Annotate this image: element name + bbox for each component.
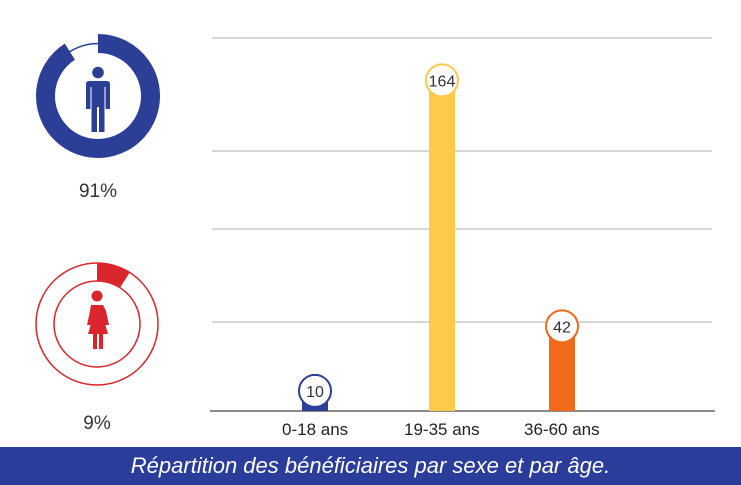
female-donut <box>35 262 159 386</box>
female-donut-arc <box>96 263 130 288</box>
bar-value-label: 42 <box>553 319 571 336</box>
value-bubble <box>545 309 579 344</box>
bar-value-label: 164 <box>429 73 456 90</box>
bar-series: 10 164 42 <box>298 63 579 411</box>
figure-caption: Répartition des bénéficiaires par sexe e… <box>0 447 741 485</box>
female-percent-label: 9% <box>83 413 111 434</box>
value-bubble <box>298 373 332 408</box>
male-donut <box>36 34 160 158</box>
x-tick-label: 0-18 ans <box>282 420 349 439</box>
male-donut-arc <box>36 34 160 158</box>
bar-value-label: 10 <box>306 384 324 401</box>
x-tick-label: 36-60 ans <box>524 420 600 439</box>
caption-text: Répartition des bénéficiaires par sexe e… <box>130 453 611 478</box>
x-tick-label: 19-35 ans <box>404 420 480 439</box>
male-percent-label: 91% <box>78 181 118 202</box>
chart-gridlines <box>212 37 712 323</box>
woman-icon <box>87 290 109 349</box>
man-icon <box>86 66 110 132</box>
female-donut-outer-ring <box>35 262 159 386</box>
female-donut-inner-ring <box>53 280 141 368</box>
bar-19-35-ans <box>429 80 455 411</box>
value-bubble <box>425 63 459 98</box>
